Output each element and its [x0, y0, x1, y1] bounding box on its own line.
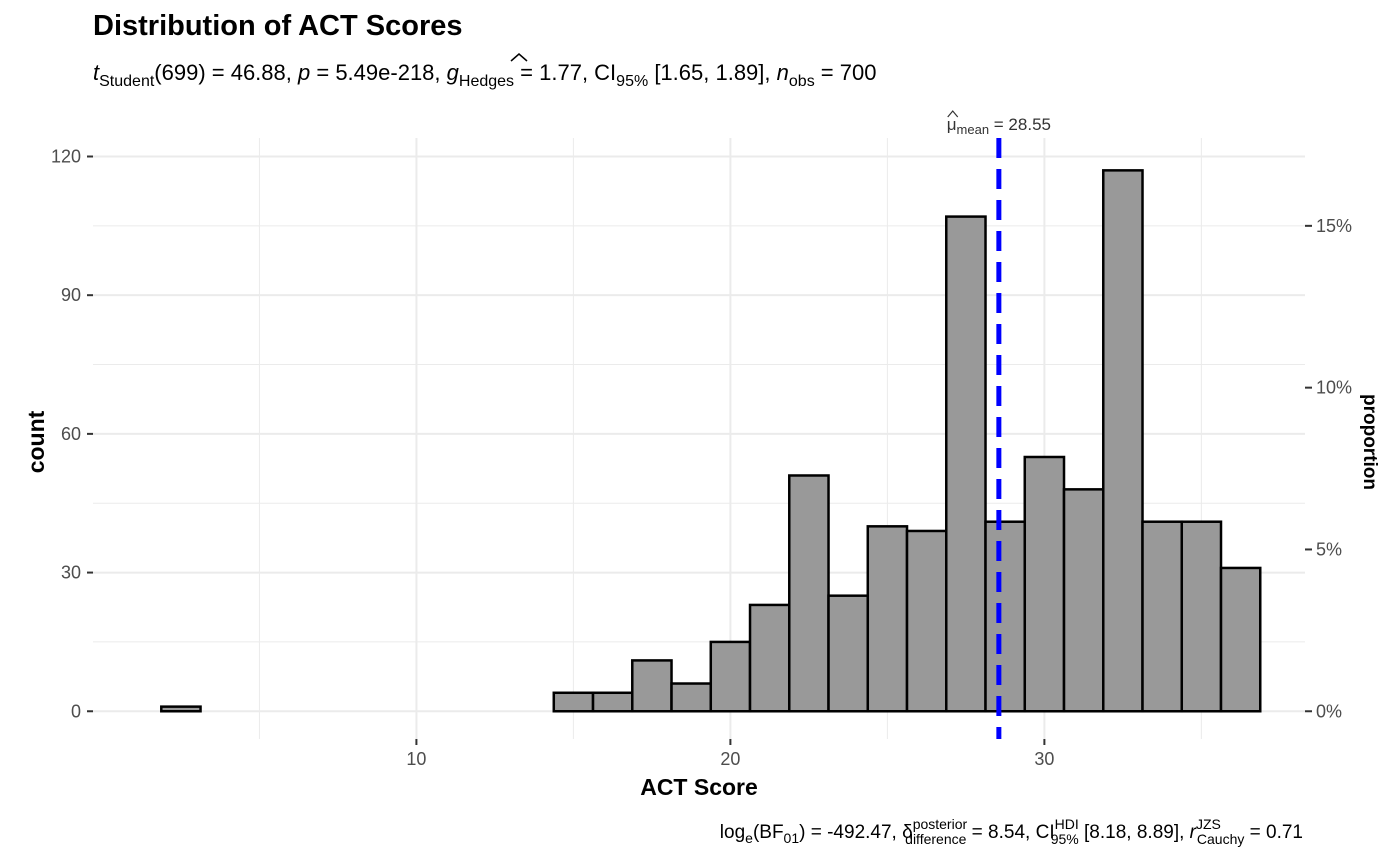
histogram-bar [670, 682, 713, 713]
histogram-bar [160, 705, 202, 713]
mean-label-sub: mean [957, 122, 990, 137]
caption-log-sub: e [745, 830, 753, 846]
y-tick-label: 60 [61, 424, 81, 444]
histogram-bar [1219, 566, 1262, 713]
caption-r-value: = 0.71 [1244, 822, 1303, 843]
subtitle-t-df: (699) [154, 60, 205, 85]
y2-tick-label: 15% [1316, 216, 1352, 236]
mean-label-hat [947, 110, 959, 118]
caption-delta-symbol: δ [902, 822, 913, 843]
subtitle-p-value: = 5.49e-218, [310, 60, 446, 85]
y-axis-title: count [23, 410, 49, 473]
histogram-bar [866, 525, 909, 713]
y2-tick-label: 0% [1316, 701, 1342, 721]
histogram-bar [552, 691, 595, 713]
caption-bf-close: ) [799, 822, 805, 843]
subtitle-g-symbol: g [447, 60, 460, 85]
subtitle-ci-sub: 95% [616, 73, 648, 90]
subtitle-t-symbol: t [93, 60, 100, 85]
histogram-bar [1062, 488, 1105, 713]
subtitle-g-value: = 1.77, [514, 60, 594, 85]
y2-tick-label: 5% [1316, 539, 1342, 559]
histogram-bar [1180, 520, 1223, 713]
histogram-bar [788, 474, 830, 713]
subtitle-n-sub: obs [789, 73, 815, 90]
y-tick-label: 30 [61, 563, 81, 583]
subtitle-ci-value: [1.65, 1.89], [648, 60, 776, 85]
mean-line-group: μmean = 28.55 [947, 110, 1051, 739]
histogram-bar [827, 594, 870, 713]
x-axis-title: ACT Score [640, 774, 758, 800]
x-tick-label: 20 [720, 749, 740, 769]
caption-r-sub: Cauchy [1197, 831, 1244, 847]
histogram-bars [160, 169, 1262, 713]
y-tick-label: 120 [51, 146, 81, 166]
subtitle-n-symbol: n [777, 60, 789, 85]
caption-log: log [720, 822, 745, 843]
chart-caption: loge(BF01) = -492.47, δposterior differen… [720, 816, 1303, 847]
subtitle-t-sub: Student [99, 73, 155, 90]
caption-r-sup: JZS [1196, 816, 1221, 832]
histogram-bar [1141, 520, 1184, 713]
x-tick-label: 30 [1034, 749, 1054, 769]
histogram-bar [1102, 169, 1144, 713]
caption-delta-sub: difference [905, 831, 966, 847]
caption-ci-symbol: CI [1036, 822, 1055, 843]
mean-label-symbol: μ [947, 115, 957, 134]
histogram-bar [905, 529, 948, 713]
caption-bf-sub: 01 [784, 830, 800, 846]
y2-axis-title: proportion [1359, 394, 1380, 490]
mean-label-value: = 28.55 [989, 115, 1051, 134]
axes: 0 30 60 90 120 10 20 30 0% 5% 10% 15% [51, 146, 1352, 769]
chart-subtitle: tStudent(699) = 46.88, p = 5.49e-218, gH… [93, 60, 876, 90]
caption-r-symbol: r [1190, 822, 1197, 843]
caption-bf-open: (BF [753, 822, 784, 843]
subtitle-t-value: = 46.88, [206, 60, 298, 85]
caption-delta-sup: posterior [913, 816, 968, 832]
chart-title: Distribution of ACT Scores [93, 10, 463, 42]
histogram-bar [591, 691, 634, 713]
histogram-bar [709, 640, 752, 713]
histogram-bar [1023, 455, 1066, 713]
histogram-bar [748, 603, 791, 713]
caption-ci-sub: 95% [1051, 831, 1079, 847]
caption-ci-value: [8.18, 8.89], [1079, 822, 1190, 843]
subtitle-g-hat [510, 53, 528, 62]
subtitle-ci-symbol: CI [594, 60, 616, 85]
x-tick-label: 10 [406, 749, 426, 769]
caption-ci-sup: HDI [1055, 816, 1079, 832]
y-tick-label: 90 [61, 285, 81, 305]
y2-tick-label: 10% [1316, 378, 1352, 398]
caption-delta-value: = 8.54, [966, 822, 1035, 843]
histogram-bar [945, 215, 987, 713]
subtitle-n-value: = 700 [815, 60, 877, 85]
histogram-bar [631, 659, 673, 713]
subtitle-g-sub: Hedges [459, 73, 514, 90]
subtitle-p-symbol: p [297, 60, 310, 85]
caption-bf-value: = -492.47, [805, 822, 902, 843]
histogram-bar [984, 520, 1027, 713]
mean-label: μmean = 28.55 [947, 115, 1051, 137]
y-tick-label: 0 [71, 701, 81, 721]
